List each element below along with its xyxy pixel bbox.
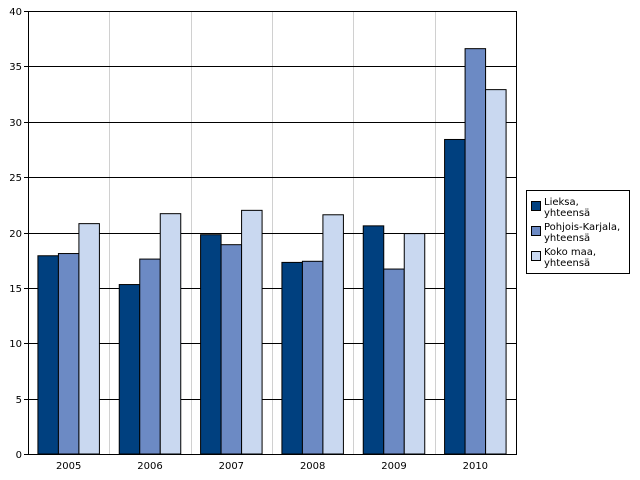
plot-area-frame: [28, 11, 517, 455]
bar: [57, 253, 80, 455]
x-axis-tick-labels: 2005 2006 2007 2008 2009 2010: [56, 461, 488, 472]
y-tick-label: 10: [9, 339, 22, 350]
legend-item-koko-maa: Koko maa, yhteensä: [531, 247, 629, 269]
bar: [383, 268, 405, 455]
bar: [362, 225, 385, 455]
chart-legend: Lieksa, yhteensä Pohjois-Karjala, yhteen…: [526, 190, 630, 274]
bar: [200, 234, 222, 455]
x-tick-label: 2010: [463, 461, 488, 472]
x-tick-label: 2009: [381, 461, 406, 472]
legend-label-pohjois-karjala: Pohjois-Karjala, yhteensä: [544, 222, 621, 244]
bar: [220, 244, 243, 455]
y-axis-tick-labels: 0 5 10 15 20 25 30 35 40: [9, 7, 28, 461]
y-tick-label: 25: [9, 173, 22, 184]
x-tick-label: 2008: [300, 461, 325, 472]
x-tick-label: 2005: [56, 461, 81, 472]
bar: [301, 260, 324, 455]
bars: [37, 48, 507, 455]
y-tick-label: 30: [9, 118, 22, 129]
bar: [37, 255, 59, 455]
legend-label-koko-maa: Koko maa, yhteensä: [544, 247, 597, 269]
bar: [139, 258, 161, 455]
bar: [322, 214, 344, 455]
y-tick-label: 20: [9, 229, 22, 240]
bar: [485, 89, 507, 455]
y-tick-label: 0: [16, 450, 22, 461]
bar: [281, 261, 303, 455]
legend-item-lieksa: Lieksa, yhteensä: [531, 197, 629, 219]
y-tick-label: 35: [9, 62, 22, 73]
legend-item-pohjois-karjala: Pohjois-Karjala, yhteensä: [531, 222, 629, 244]
legend-swatch-koko-maa: [531, 251, 541, 261]
y-tick-label: 15: [9, 284, 22, 295]
bar: [159, 213, 182, 455]
bar: [241, 209, 263, 455]
legend-swatch-lieksa: [531, 201, 541, 211]
gridlines: [28, 11, 516, 454]
bar: [464, 48, 487, 455]
bar: [118, 284, 141, 455]
y-tick-label: 40: [9, 7, 22, 18]
y-tick-label: 5: [16, 395, 22, 406]
x-tick-label: 2007: [219, 461, 244, 472]
bar: [403, 233, 426, 455]
x-tick-label: 2006: [137, 461, 162, 472]
bar: [78, 223, 100, 455]
bar: [444, 138, 466, 455]
legend-label-lieksa: Lieksa, yhteensä: [544, 197, 591, 219]
legend-swatch-pohjois-karjala: [531, 226, 541, 236]
